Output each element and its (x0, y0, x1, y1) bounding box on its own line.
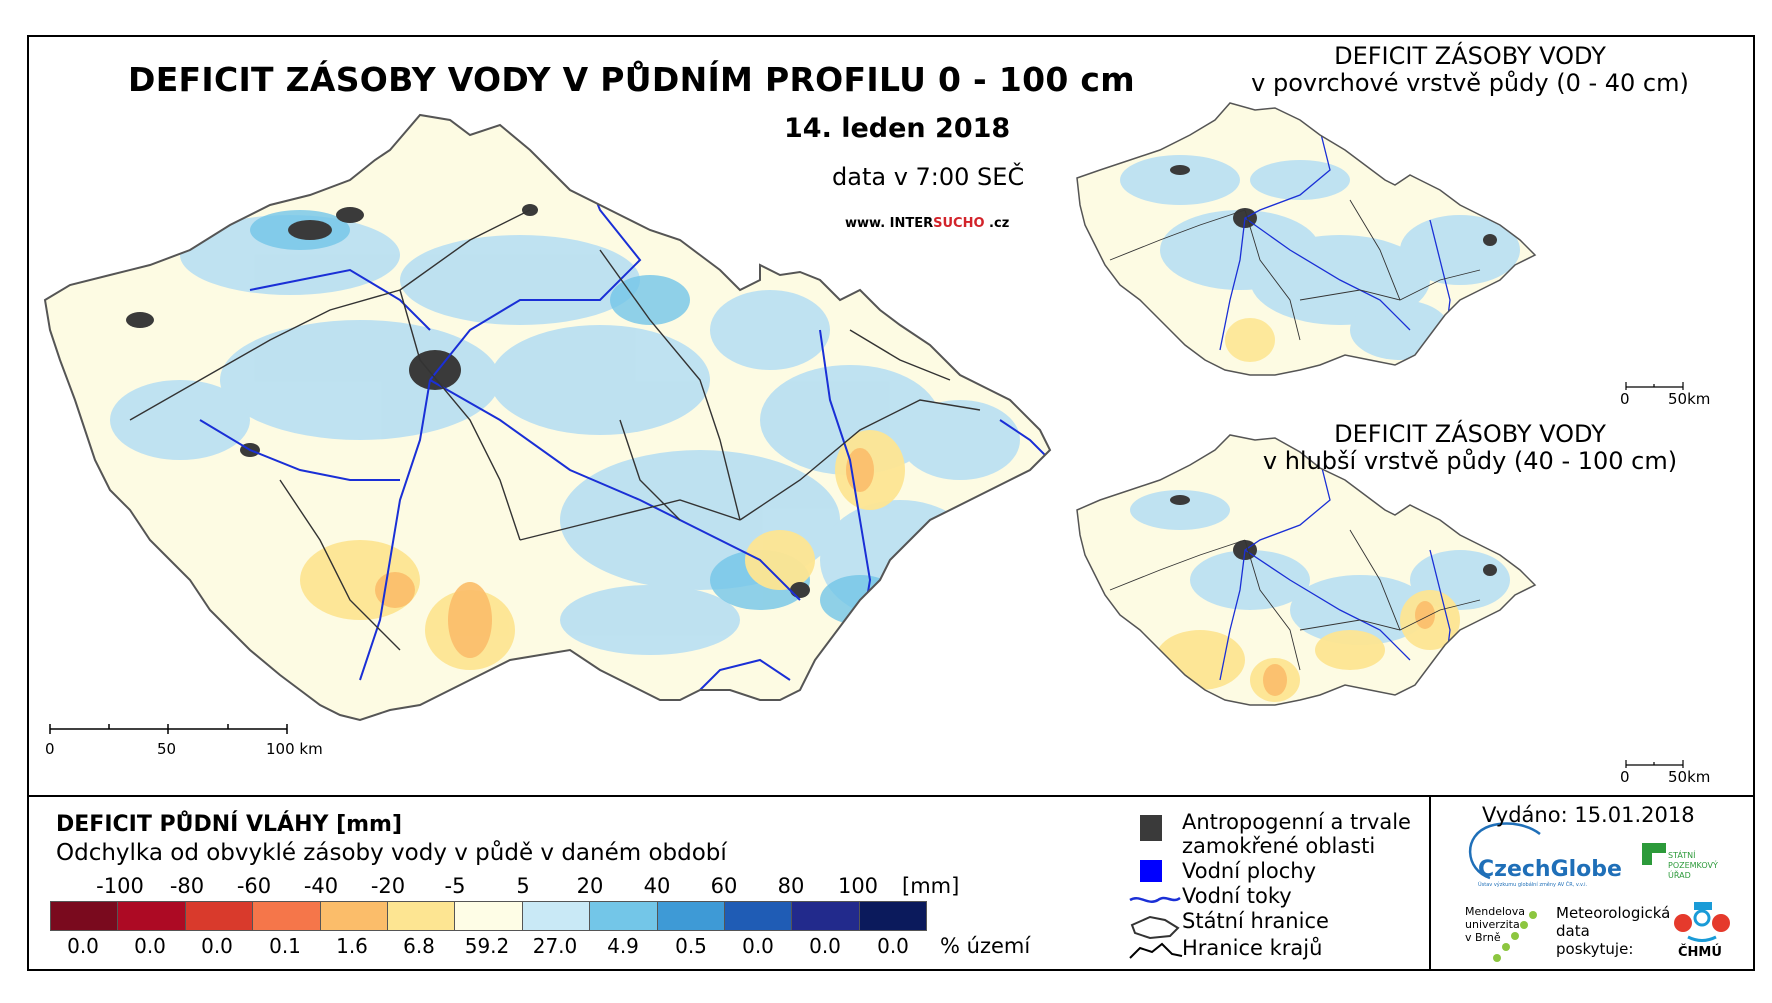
mendel-line1: Mendelova (1465, 905, 1526, 918)
legend-percent: 0.0 (877, 934, 909, 958)
legend-tick: -60 (236, 874, 272, 898)
legend-subtitle: Odchylka od obvyklé zásoby vody v půdě v… (56, 840, 727, 866)
inset-top-title-line1: DEFICIT ZÁSOBY VODY (1334, 42, 1606, 70)
legend-percent: 0.0 (67, 934, 99, 958)
legend-tick: 80 (777, 874, 805, 898)
inset-bottom-title-line1: DEFICIT ZÁSOBY VODY (1334, 420, 1606, 448)
website-suffix: .cz (984, 216, 1010, 231)
key-region-border: Hranice krajů (1182, 936, 1323, 960)
met-line3: poskytuje: (1556, 940, 1634, 958)
legend-tick: 20 (576, 874, 604, 898)
met-line2: data (1556, 922, 1590, 940)
legend-tick: 100 (837, 874, 879, 898)
legend-percent: 0.0 (134, 934, 166, 958)
legend-tick: -100 (96, 874, 144, 898)
main-scale-50: 50 (157, 740, 177, 758)
legend-percent: 0.0 (809, 934, 841, 958)
legend-tick: -20 (370, 874, 406, 898)
water-swatch (1140, 860, 1162, 882)
spu-line3: ÚŘAD (1668, 871, 1691, 880)
main-map-date: 14. leden 2018 (784, 113, 1011, 144)
inset-top-scale-50: 50km (1668, 390, 1711, 408)
legend-swatch (791, 901, 860, 931)
legend-swatch (724, 901, 793, 931)
legend-percent: 27.0 (532, 934, 578, 958)
czechglobe-logo-sub: Ústav výzkumu globální změny AV ČR, v.v.… (1478, 882, 1588, 888)
region-border-symbol (1129, 942, 1183, 959)
spu-line2: POZEMKOVÝ (1668, 861, 1718, 870)
website-brand: SUCHO (933, 216, 985, 231)
legend-swatch (252, 901, 321, 931)
mendel-line2: univerzita (1465, 918, 1520, 931)
key-water-bodies: Vodní plochy (1182, 859, 1317, 883)
chmu-logo (1674, 902, 1730, 942)
credits-divider (1429, 795, 1431, 971)
legend-swatch (387, 901, 456, 931)
key-state-border: Státní hranice (1182, 909, 1329, 933)
mendel-logo (1493, 911, 1537, 962)
river-symbol (1129, 896, 1181, 903)
website-label[interactable]: www. INTERSUCHO .cz (845, 216, 1009, 231)
legend-swatch (117, 901, 186, 931)
legend-tick: 5 (516, 874, 530, 898)
key-anthropogenic-line1: Antropogenní a trvale (1182, 810, 1411, 834)
inset-top-scale-0: 0 (1620, 390, 1630, 408)
legend-swatch (50, 901, 119, 931)
met-line1: Meteorologická (1556, 904, 1671, 922)
key-rivers: Vodní toky (1182, 884, 1292, 908)
legend-swatch (184, 901, 254, 931)
legend-percent: 0.0 (742, 934, 774, 958)
legend-swatch (656, 901, 725, 931)
legend-tick: 40 (643, 874, 671, 898)
main-scale-0: 0 (45, 740, 55, 758)
legend-swatch (589, 901, 658, 931)
legend-percent: 4.9 (607, 934, 639, 958)
legend-swatch (319, 901, 388, 931)
legend-percent: 0.1 (269, 934, 301, 958)
main-map-title: DEFICIT ZÁSOBY VODY V PŮDNÍM PROFILU 0 -… (128, 60, 1135, 99)
inset-top-title-line2: v povrchové vrstvě půdy (0 - 40 cm) (1251, 69, 1689, 97)
mendel-line3: v Brně (1465, 931, 1501, 944)
legend-percent: 6.8 (403, 934, 435, 958)
issued-date: Vydáno: 15.01.2018 (1482, 803, 1695, 827)
legend-tick: -40 (303, 874, 339, 898)
legend-swatch (454, 901, 523, 931)
website-prefix: www. INTER (845, 216, 934, 231)
legend-percent: 59.2 (464, 934, 510, 958)
legend-divider (27, 795, 1755, 797)
main-map-time: data v 7:00 SEČ (832, 163, 1025, 191)
chmu-label: ČHMÚ (1678, 945, 1722, 960)
czechglobe-logo-arc (1468, 822, 1541, 880)
legend-tick: -80 (169, 874, 205, 898)
legend-tick: 60 (710, 874, 738, 898)
inset-bottom-title-line2: v hlubší vrstvě půdy (40 - 100 cm) (1262, 447, 1678, 475)
legend-swatch (521, 901, 591, 931)
legend-title: DEFICIT PŮDNÍ VLÁHY [mm] (56, 812, 403, 837)
legend-tick: -5 (444, 874, 466, 898)
urban-swatch (1140, 815, 1162, 841)
main-scale-100: 100 km (266, 740, 323, 758)
state-border-symbol (1130, 915, 1180, 940)
spu-line1: STÁTNÍ (1668, 851, 1696, 860)
spu-logo (1642, 843, 1666, 865)
legend-percent: 0.0 (201, 934, 233, 958)
inset-bottom-scale-0: 0 (1620, 768, 1630, 786)
legend-percent: 0.5 (675, 934, 707, 958)
czechglobe-logo: CzechGlobe (1478, 857, 1622, 882)
legend-swatch (858, 901, 928, 931)
inset-bottom-scale-50: 50km (1668, 768, 1711, 786)
percent-unit: % území (940, 934, 1031, 958)
legend-unit: [mm] (902, 874, 960, 898)
legend-percent: 1.6 (336, 934, 368, 958)
key-anthropogenic-line2: zamokřené oblasti (1182, 834, 1376, 858)
